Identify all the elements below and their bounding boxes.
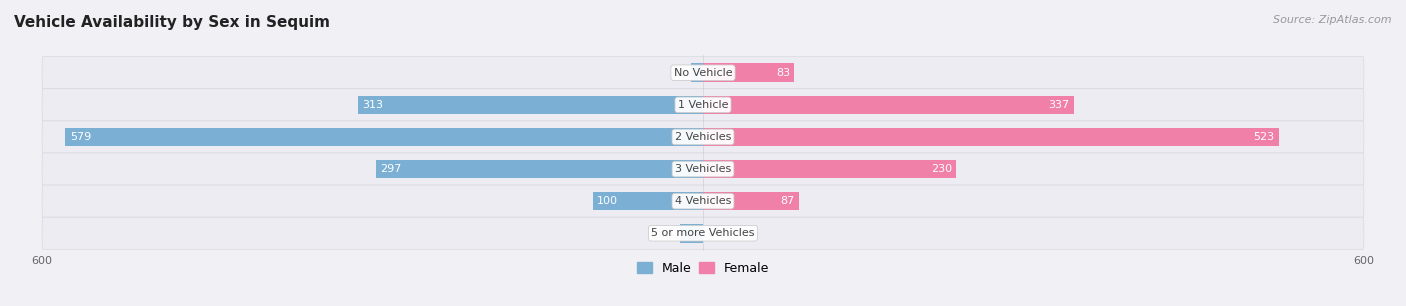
FancyBboxPatch shape [42, 217, 1364, 249]
Text: 230: 230 [931, 164, 952, 174]
Bar [703, 128, 1279, 146]
Text: 297: 297 [380, 164, 402, 174]
Text: 21: 21 [661, 228, 675, 238]
Text: 100: 100 [598, 196, 619, 206]
FancyBboxPatch shape [42, 153, 1364, 185]
Bar [375, 160, 703, 178]
Text: 4 Vehicles: 4 Vehicles [675, 196, 731, 206]
FancyBboxPatch shape [42, 89, 1364, 121]
Bar [703, 95, 1074, 114]
Bar [65, 128, 703, 146]
Bar [359, 95, 703, 114]
Text: 83: 83 [776, 68, 790, 78]
Text: 3 Vehicles: 3 Vehicles [675, 164, 731, 174]
Text: Source: ZipAtlas.com: Source: ZipAtlas.com [1274, 15, 1392, 25]
Legend: Male, Female: Male, Female [631, 257, 775, 280]
Text: 87: 87 [780, 196, 794, 206]
Text: 523: 523 [1254, 132, 1275, 142]
FancyBboxPatch shape [42, 185, 1364, 217]
Bar [690, 63, 703, 82]
Text: No Vehicle: No Vehicle [673, 68, 733, 78]
FancyBboxPatch shape [42, 57, 1364, 89]
Bar [703, 160, 956, 178]
Text: 2 Vehicles: 2 Vehicles [675, 132, 731, 142]
Bar [703, 63, 794, 82]
Text: 579: 579 [70, 132, 91, 142]
Text: 313: 313 [363, 100, 384, 110]
Text: 5 or more Vehicles: 5 or more Vehicles [651, 228, 755, 238]
Bar [703, 192, 799, 211]
Text: 337: 337 [1049, 100, 1070, 110]
Text: 1 Vehicle: 1 Vehicle [678, 100, 728, 110]
Text: 0: 0 [707, 228, 714, 238]
Bar [593, 192, 703, 211]
Bar [681, 224, 703, 243]
Text: Vehicle Availability by Sex in Sequim: Vehicle Availability by Sex in Sequim [14, 15, 330, 30]
FancyBboxPatch shape [42, 121, 1364, 153]
Text: 11: 11 [672, 68, 686, 78]
